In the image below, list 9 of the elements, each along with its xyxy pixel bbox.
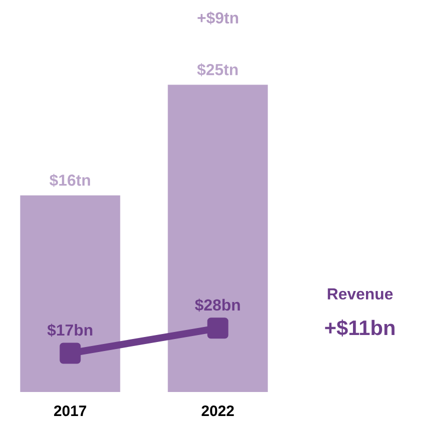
data-label: $16tn [50, 174, 90, 187]
text: Revenue [328, 288, 393, 300]
x-tick-label: 2017 [54, 406, 86, 416]
x-tick-label: 2022 [202, 406, 234, 416]
data-label: $25tn [197, 63, 238, 76]
data-label: $17bn [47, 324, 92, 337]
text: +$11bn [325, 319, 394, 337]
text: +$9tn [198, 11, 238, 25]
data-label: $28bn [194, 298, 240, 312]
